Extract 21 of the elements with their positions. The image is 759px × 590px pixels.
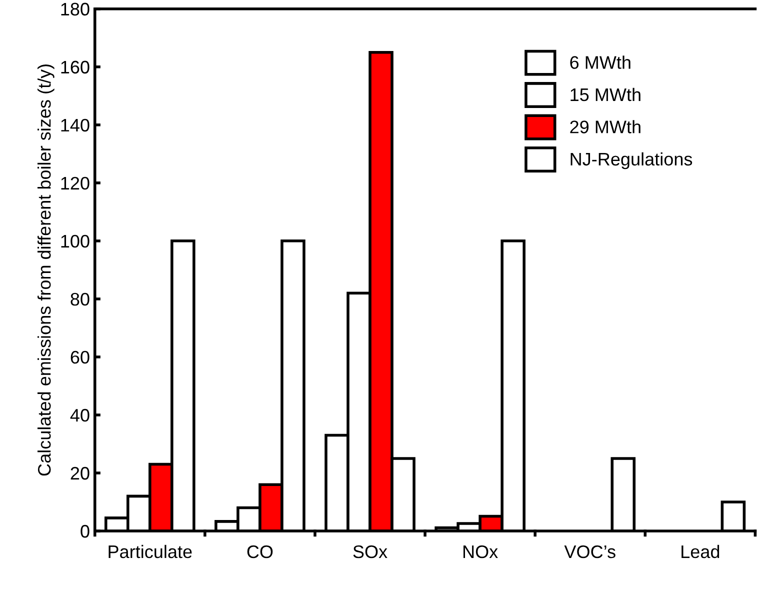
y-tick-label: 20 [70,466,90,480]
legend-label: 29 MWth [570,120,640,134]
y-tick-label: 160 [61,60,90,74]
legend-label: 6 MWth [570,56,630,69]
y-tick-label: 140 [61,118,90,132]
x-tick-label: Lead [682,544,720,558]
y-tick-label: 60 [70,350,90,364]
y-tick-label: 120 [61,176,90,190]
x-tick-label: CO [247,545,273,558]
y-tick-label: 40 [70,408,90,422]
legend-label: NJ-Regulations [570,152,692,170]
x-tick-label: SOx [353,545,388,558]
y-axis-title: Calculated emissions from different boiler sizes (t/y) [38,64,54,476]
y-tick-label: 100 [61,234,90,248]
y-tick-label: 180 [61,2,90,16]
x-tick-label: NOx [463,545,498,558]
x-tick-label: Particulate [108,544,192,558]
x-tick-label: VOC’s [564,545,616,558]
y-tick-label: 0 [80,524,90,538]
y-tick-label: 80 [70,292,90,306]
legend-label: 15 MWth [570,88,640,102]
